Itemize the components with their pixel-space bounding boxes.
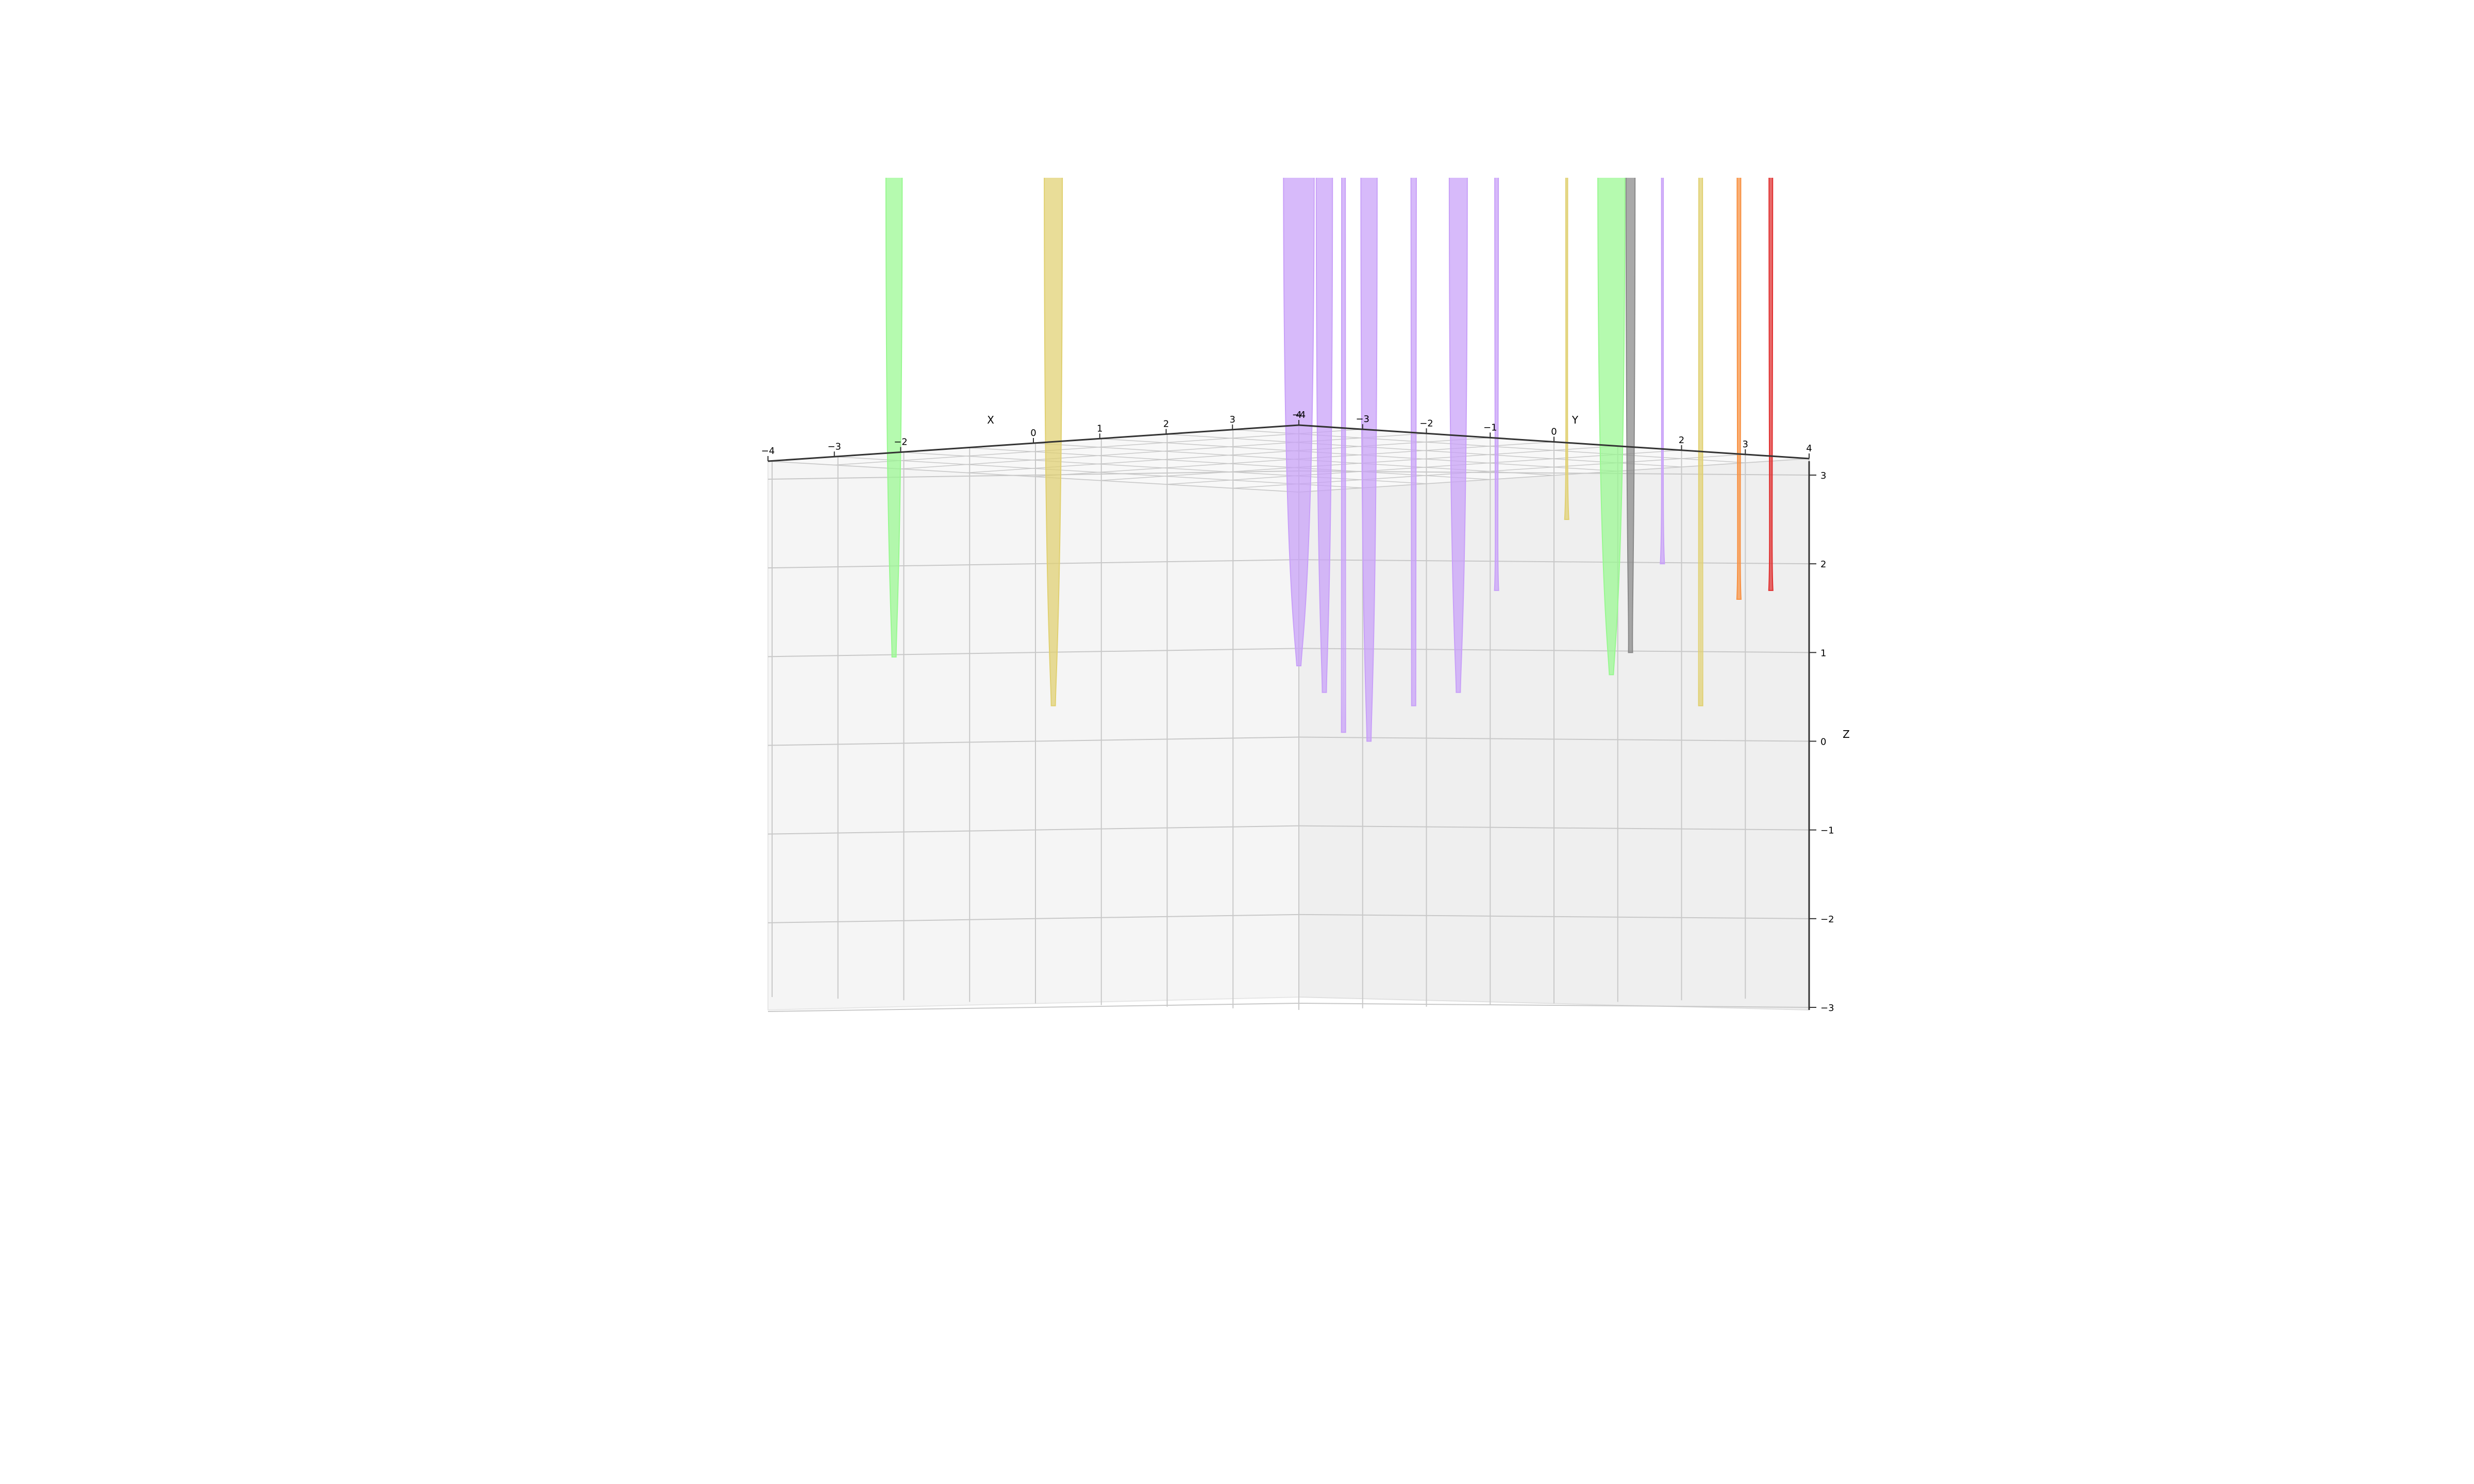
y-axis-ticks: −4 −3 −2 −1 0 2 3 4 <box>1292 410 1812 459</box>
grid-line <box>767 470 1299 480</box>
grid-line <box>1099 445 1618 481</box>
surface-spike <box>1660 178 1665 565</box>
z-tick-label: −3 <box>1820 1003 1834 1014</box>
y-axis-label: Y <box>1572 414 1579 426</box>
surface-spike <box>1768 178 1774 591</box>
grid-line <box>767 559 1299 569</box>
grid-line <box>767 825 1299 835</box>
surface-spike <box>1736 178 1742 600</box>
surface-spike <box>1564 178 1569 520</box>
z-tick-label: −2 <box>1820 914 1834 925</box>
x-tick-label: 3 <box>1230 414 1235 425</box>
grid-line <box>1298 914 1810 919</box>
z-tick-label: 3 <box>1820 470 1826 481</box>
x-tick-label: −2 <box>894 437 908 448</box>
grid-line <box>1298 559 1810 565</box>
x-axis-ticks: −4 −3 −2 0 1 2 3 4 <box>761 410 1302 461</box>
grid-line <box>1298 825 1810 831</box>
grid-line <box>1166 433 1682 467</box>
y-tick-label: 0 <box>1551 427 1557 437</box>
grid-line <box>1298 736 1810 742</box>
pane-left-wall <box>767 424 1299 1011</box>
surface-spike <box>1410 178 1417 706</box>
z-axis-label: Z <box>1843 728 1850 740</box>
x-tick-label: 0 <box>1030 428 1036 439</box>
y-tick-label: −4 <box>1292 410 1306 420</box>
grid-line <box>767 736 1299 746</box>
y-tick-label: 4 <box>1806 443 1812 454</box>
x-axis-label: X <box>987 414 994 426</box>
x-tick-label: 4 <box>1296 410 1301 420</box>
grid-line <box>767 1003 1299 1012</box>
y-tick-label: 2 <box>1679 435 1684 446</box>
x-tick-label: −3 <box>827 441 841 452</box>
grid-line <box>1099 438 1618 472</box>
z-tick-label: 0 <box>1820 737 1826 748</box>
x-tick-label: −4 <box>761 446 775 457</box>
surface-spike <box>1315 178 1333 693</box>
surface-spike <box>1341 178 1346 733</box>
surface-spike <box>1494 178 1499 591</box>
y-tick-label: −3 <box>1356 414 1369 425</box>
surface-spike <box>1360 178 1378 742</box>
y-tick-label: −1 <box>1483 422 1497 433</box>
z-tick-label: −1 <box>1820 825 1834 836</box>
grid-line <box>767 914 1299 923</box>
grid-line <box>1298 470 1810 476</box>
grid-line <box>767 648 1299 657</box>
surface-spike <box>1625 178 1636 653</box>
y-tick-label: −2 <box>1419 418 1433 429</box>
surface-spike <box>885 178 903 657</box>
z-axis-ticks: −3 −2 −1 0 1 2 3 <box>1809 470 1834 1014</box>
grid-line <box>1298 458 1810 493</box>
grid-line <box>1298 648 1810 653</box>
grid-line <box>1298 1003 1810 1008</box>
surface-spike <box>1698 178 1703 706</box>
z-tick-label: 2 <box>1820 559 1826 570</box>
grid-line <box>1166 450 1682 485</box>
y-tick-label: 3 <box>1743 439 1748 450</box>
x-tick-label: 1 <box>1097 423 1102 434</box>
x-tick-label: 2 <box>1163 419 1169 430</box>
z-tick-label: 1 <box>1820 648 1826 659</box>
